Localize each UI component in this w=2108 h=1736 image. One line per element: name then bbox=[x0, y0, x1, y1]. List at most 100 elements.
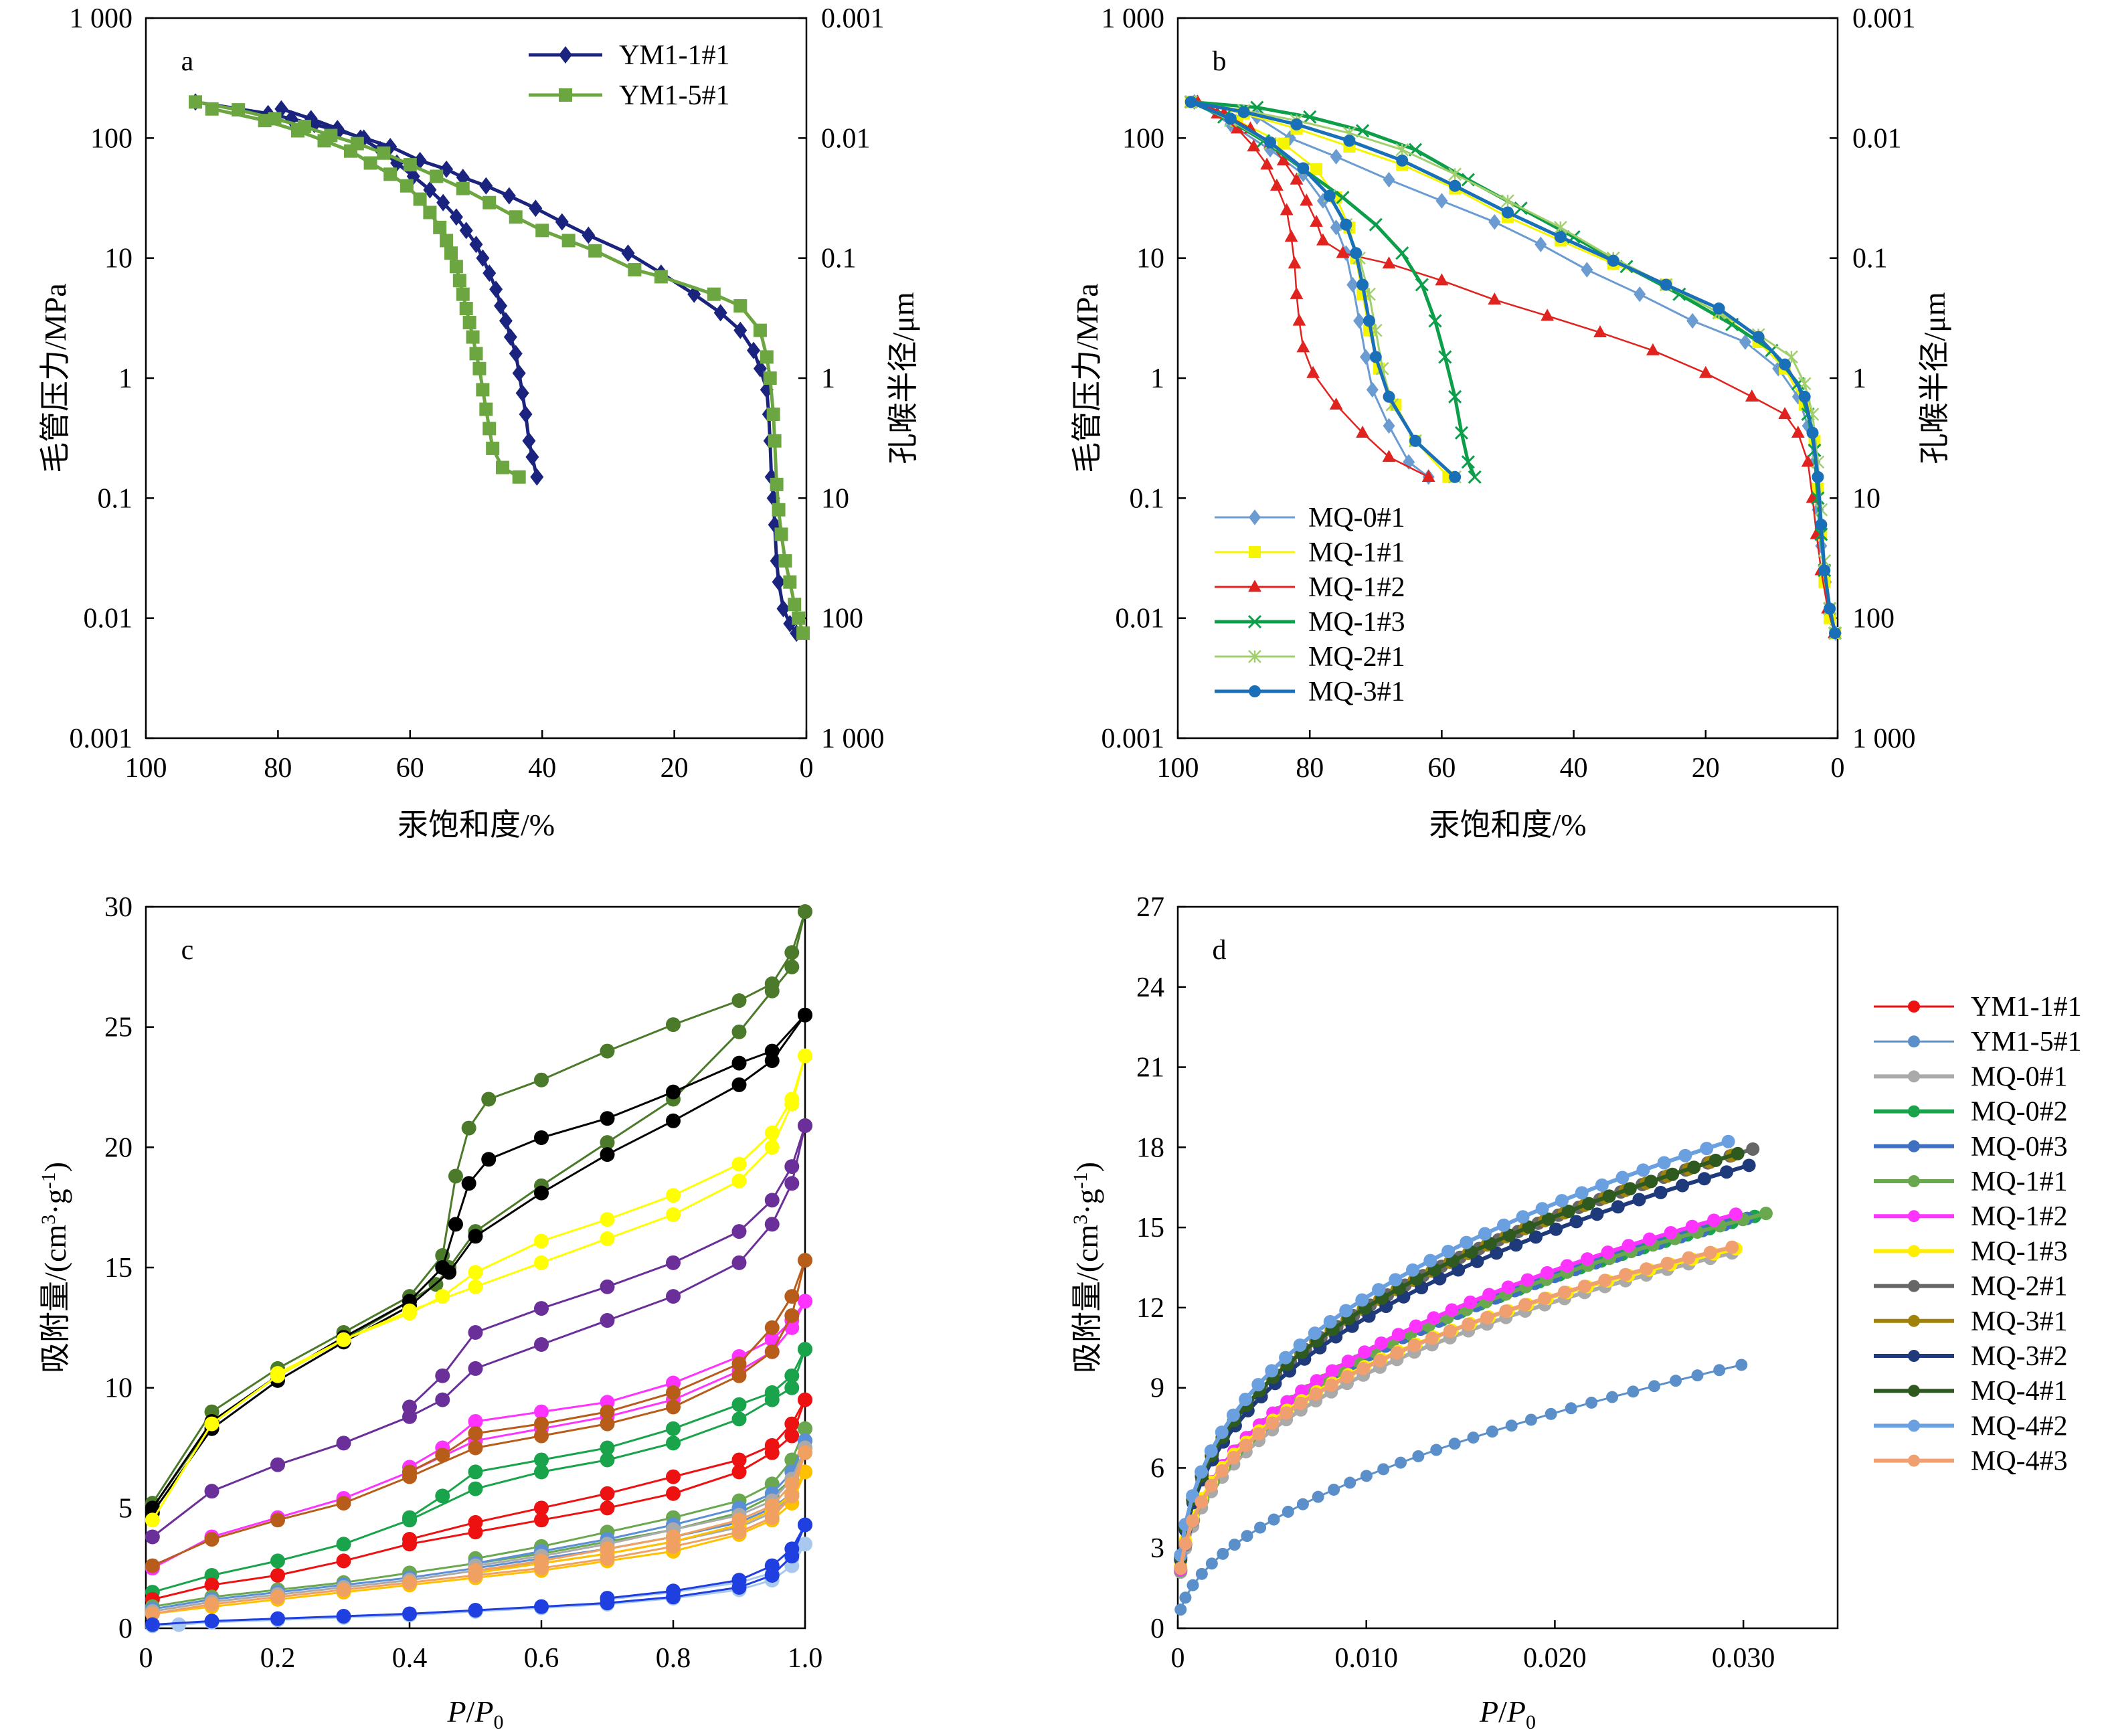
data-point bbox=[784, 1308, 800, 1323]
data-point bbox=[1343, 135, 1356, 147]
data-point bbox=[1636, 1163, 1650, 1177]
data-point bbox=[461, 1176, 476, 1191]
data-point bbox=[1260, 157, 1274, 170]
series-MQ-1#3 bbox=[1184, 95, 1842, 640]
data-point bbox=[1524, 1413, 1537, 1426]
y2-tick-label: 1 000 bbox=[821, 723, 885, 754]
data-point bbox=[1383, 171, 1395, 188]
data-point bbox=[1353, 313, 1366, 329]
data-point bbox=[1249, 509, 1261, 525]
series-MQ-3#1 bbox=[1174, 1148, 1739, 1565]
data-point bbox=[1648, 1380, 1661, 1393]
data-point bbox=[413, 192, 427, 206]
series-line bbox=[1191, 100, 1456, 478]
data-point bbox=[1290, 118, 1303, 131]
data-point bbox=[731, 1024, 747, 1039]
data-point bbox=[1739, 334, 1751, 350]
data-point bbox=[1488, 213, 1501, 230]
series-line bbox=[1178, 1245, 1733, 1569]
x-tick-label: 0 bbox=[139, 1643, 153, 1674]
data-point bbox=[522, 432, 536, 450]
data-point bbox=[1339, 1304, 1353, 1318]
data-point bbox=[764, 1344, 780, 1359]
data-point bbox=[1346, 276, 1359, 293]
data-point bbox=[666, 1255, 681, 1270]
data-point bbox=[784, 1380, 800, 1395]
data-point bbox=[1464, 1295, 1478, 1309]
data-point bbox=[515, 384, 529, 402]
data-point bbox=[291, 124, 305, 138]
series-MQ-2#1 bbox=[1174, 1142, 1760, 1565]
data-point bbox=[561, 234, 576, 248]
data-point bbox=[1340, 1370, 1354, 1384]
data-point bbox=[1184, 96, 1197, 108]
data-point bbox=[479, 177, 493, 195]
data-point bbox=[1179, 1591, 1192, 1604]
data-point bbox=[600, 1416, 615, 1431]
data-point bbox=[459, 222, 473, 240]
x-axis-label: 汞饱和度/% bbox=[398, 808, 555, 842]
data-point bbox=[798, 1007, 812, 1023]
y-tick-label: 10 bbox=[104, 244, 133, 274]
data-point bbox=[1382, 256, 1396, 269]
data-point bbox=[1295, 1384, 1309, 1398]
data-point bbox=[798, 1517, 812, 1533]
data-point bbox=[1779, 358, 1791, 371]
data-point bbox=[1215, 1425, 1229, 1440]
data-point bbox=[784, 1488, 800, 1504]
plot-frame bbox=[1176, 905, 1839, 1630]
data-point bbox=[1383, 390, 1395, 403]
data-point bbox=[1395, 143, 1409, 157]
data-point bbox=[1323, 1314, 1337, 1328]
data-point bbox=[1691, 1369, 1704, 1382]
data-point bbox=[1296, 340, 1310, 353]
data-point bbox=[731, 1055, 747, 1071]
data-point bbox=[535, 224, 549, 238]
data-point bbox=[764, 1217, 780, 1232]
data-point bbox=[600, 1279, 615, 1294]
legend-marker bbox=[1908, 1001, 1920, 1013]
data-point bbox=[1499, 1304, 1513, 1318]
data-point bbox=[1678, 1148, 1692, 1162]
data-point bbox=[733, 299, 748, 313]
data-point bbox=[145, 1558, 160, 1573]
data-point bbox=[466, 330, 480, 344]
data-point bbox=[440, 234, 454, 248]
series-line bbox=[409, 1349, 806, 1518]
series-MQ-4#1 bbox=[1174, 1146, 1745, 1565]
data-point bbox=[1735, 1359, 1748, 1371]
panel-c: 0 0.2 0.4 0.6 0.8 1.0 0 5 10 15 20 25 30 c P/P0 吸附量/(cm… bbox=[37, 892, 822, 1733]
data-point bbox=[1619, 1268, 1633, 1282]
y-tick-label: 0.001 bbox=[1102, 723, 1165, 754]
data-point bbox=[1195, 1495, 1209, 1509]
data-point bbox=[1449, 179, 1462, 192]
data-point bbox=[494, 297, 508, 315]
data-point bbox=[476, 249, 490, 267]
data-point bbox=[731, 1512, 747, 1528]
data-point bbox=[731, 1452, 747, 1468]
data-point bbox=[1228, 1539, 1241, 1551]
legend-label: MQ-3#1 bbox=[1308, 677, 1405, 707]
legend-label: MQ-4#2 bbox=[1971, 1411, 2068, 1442]
data-point bbox=[1248, 650, 1261, 663]
data-point bbox=[481, 1152, 497, 1167]
data-point bbox=[784, 1368, 800, 1383]
data-point bbox=[1454, 426, 1469, 440]
data-point bbox=[1602, 1189, 1616, 1203]
y-tick-label: 0 bbox=[1150, 1614, 1164, 1644]
legend-marker bbox=[1908, 1385, 1920, 1397]
isotherm-7 bbox=[145, 1392, 812, 1607]
legend-marker bbox=[1908, 1314, 1920, 1327]
data-point bbox=[753, 323, 767, 337]
legend-marker bbox=[1908, 1245, 1920, 1257]
data-point bbox=[1344, 1476, 1356, 1489]
data-point bbox=[270, 1457, 285, 1472]
data-point bbox=[482, 422, 497, 436]
x-tick-label: 0 bbox=[1831, 753, 1845, 784]
data-point bbox=[760, 350, 774, 364]
data-point bbox=[1369, 218, 1383, 232]
data-point bbox=[534, 1452, 549, 1468]
data-point bbox=[1409, 1319, 1423, 1333]
series-MQ-0#1 bbox=[1188, 94, 1842, 641]
data-point bbox=[1621, 1239, 1636, 1253]
